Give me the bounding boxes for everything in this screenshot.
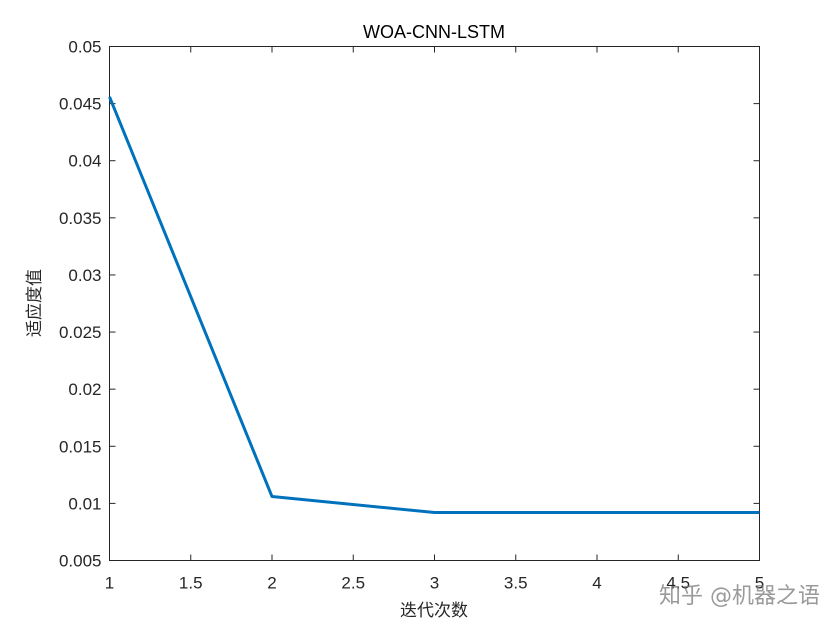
y-tick-label: 0.035 <box>59 209 102 228</box>
x-axis-ticks: 1 1.5 2 2.5 3 3.5 4 4.5 5 <box>105 46 764 593</box>
x-tick-label: 3.5 <box>504 574 528 593</box>
y-tick-label: 0.04 <box>68 152 101 171</box>
y-tick-label: 0.015 <box>59 437 102 456</box>
y-tick-label: 0.01 <box>68 494 101 513</box>
series-layer <box>108 96 760 515</box>
plot-area <box>109 46 760 561</box>
y-axis-label: 适应度值 <box>25 269 45 337</box>
y-tick-label: 0.05 <box>68 38 101 57</box>
x-tick-label: 4.5 <box>666 574 690 593</box>
y-tick-label: 0.025 <box>59 323 102 342</box>
x-tick-label: 3 <box>430 574 439 593</box>
x-tick-label: 5 <box>755 574 764 593</box>
chart-title: WOA-CNN-LSTM <box>363 22 505 42</box>
y-tick-label: 0.03 <box>68 266 101 285</box>
x-tick-label: 1.5 <box>179 574 203 593</box>
y-tick-label: 0.005 <box>59 552 102 571</box>
series-line <box>108 96 760 515</box>
x-tick-label: 2.5 <box>341 574 365 593</box>
y-tick-label: 0.045 <box>59 95 102 114</box>
y-tick-label: 0.02 <box>68 380 101 399</box>
x-axis-label: 迭代次数 <box>400 601 468 621</box>
x-tick-label: 1 <box>105 574 114 593</box>
x-tick-label: 2 <box>267 574 276 593</box>
x-tick-label: 4 <box>592 574 601 593</box>
watermark-text: 知乎 @机器之语 <box>659 584 820 609</box>
y-axis-ticks: 0.005 0.01 0.015 0.02 0.025 0.03 0.035 0.04 0.04… <box>59 38 760 571</box>
